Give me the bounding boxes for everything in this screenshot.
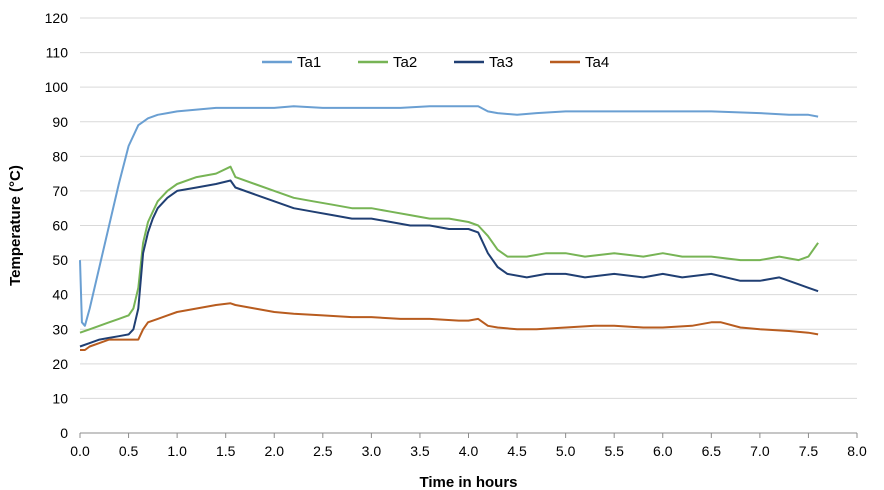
x-tick-label: 4.0 [459,443,479,459]
x-tick-label: 6.0 [653,443,673,459]
x-tick-label: 5.0 [556,443,576,459]
series-line-ta2 [79,165,819,334]
y-tick-label: 50 [52,252,68,268]
x-tick-label: 2.5 [313,443,333,459]
x-tick-label: 3.5 [410,443,430,459]
legend-label-ta2: Ta2 [393,54,417,71]
y-tick-label: 110 [46,45,69,61]
legend-label-ta3: Ta3 [489,54,513,71]
y-tick-label: 40 [52,287,68,303]
x-tick-label: 0.0 [70,443,90,459]
x-axis-ticks: 0.0 0.5 1.0 1.5 2.0 2.5 3.0 3.5 4.0 4.5 5.0 5.5 6.0 6… [70,433,867,459]
y-tick-label: 0 [60,425,68,441]
x-tick-label: 1.0 [167,443,187,459]
y-tick-label: 20 [52,356,68,372]
y-axis-ticks: 0 10 20 30 40 50 60 70 80 90 100 110 120 [45,10,69,441]
series-line-ta1 [79,105,819,327]
y-axis-title: Temperature (°C) [7,165,24,286]
y-tick-label: 120 [45,10,69,26]
gridlines [80,17,857,399]
series-lines [79,105,819,351]
x-tick-label: 8.0 [847,443,867,459]
legend-label-ta4: Ta4 [585,54,609,71]
y-tick-label: 100 [45,79,69,95]
legend-label-ta1: Ta1 [297,54,321,71]
x-tick-label: 7.5 [799,443,819,459]
y-tick-label: 10 [52,390,68,406]
x-tick-label: 5.5 [604,443,624,459]
x-tick-label: 2.0 [265,443,285,459]
x-tick-label: 1.5 [216,443,236,459]
y-tick-label: 80 [52,148,68,164]
y-tick-label: 30 [52,321,68,337]
x-tick-label: 3.0 [362,443,382,459]
y-tick-label: 90 [52,114,68,130]
x-tick-label: 0.5 [119,443,139,459]
series-line-ta3 [79,179,819,348]
x-tick-label: 6.5 [702,443,722,459]
x-axis-title: Time in hours [419,474,517,490]
y-tick-label: 60 [52,218,68,234]
y-tick-label: 70 [52,183,68,199]
x-tick-label: 4.5 [507,443,527,459]
series-line-ta4 [80,302,819,351]
x-tick-label: 7.0 [750,443,770,459]
legend: Ta1 Ta2 Ta3 Ta4 [262,54,609,71]
